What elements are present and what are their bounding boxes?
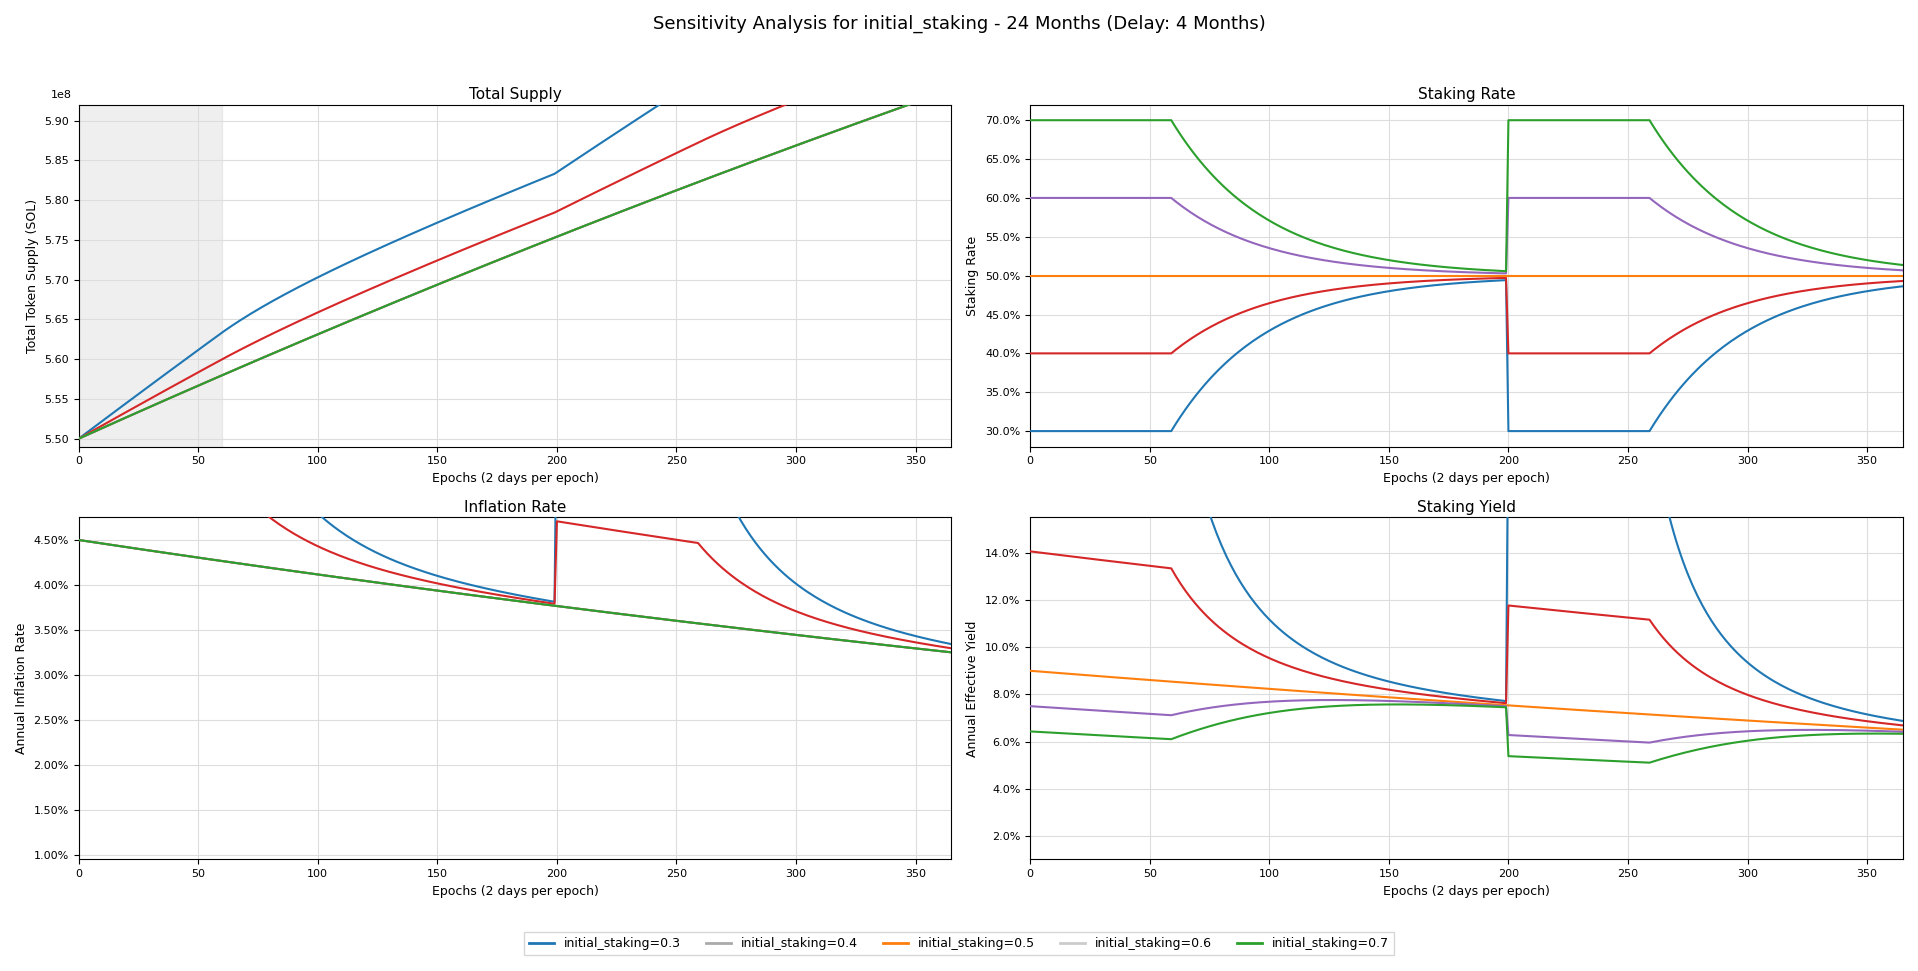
Bar [79, 105, 222, 447]
Title: Staking Yield: Staking Yield [1417, 500, 1515, 515]
Title: Staking Rate: Staking Rate [1417, 87, 1515, 102]
Text: 1e8: 1e8 [50, 89, 71, 100]
Legend: initial_staking=0.3, initial_staking=0.4, initial_staking=0.5, initial_staking=0: initial_staking=0.3, initial_staking=0.4… [524, 932, 1394, 955]
Title: Inflation Rate: Inflation Rate [464, 500, 566, 515]
Text: Sensitivity Analysis for initial_staking - 24 Months (Delay: 4 Months): Sensitivity Analysis for initial_staking… [652, 15, 1266, 33]
Y-axis label: Annual Effective Yield: Annual Effective Yield [967, 620, 980, 756]
X-axis label: Epochs (2 days per epoch): Epochs (2 days per epoch) [432, 885, 598, 898]
Y-axis label: Annual Inflation Rate: Annual Inflation Rate [15, 622, 29, 754]
X-axis label: Epochs (2 days per epoch): Epochs (2 days per epoch) [432, 472, 598, 485]
Title: Total Supply: Total Supply [468, 87, 562, 102]
X-axis label: Epochs (2 days per epoch): Epochs (2 days per epoch) [1383, 472, 1550, 485]
Y-axis label: Staking Rate: Staking Rate [967, 236, 980, 316]
Y-axis label: Total Token Supply (SOL): Total Token Supply (SOL) [25, 199, 38, 352]
X-axis label: Epochs (2 days per epoch): Epochs (2 days per epoch) [1383, 885, 1550, 898]
